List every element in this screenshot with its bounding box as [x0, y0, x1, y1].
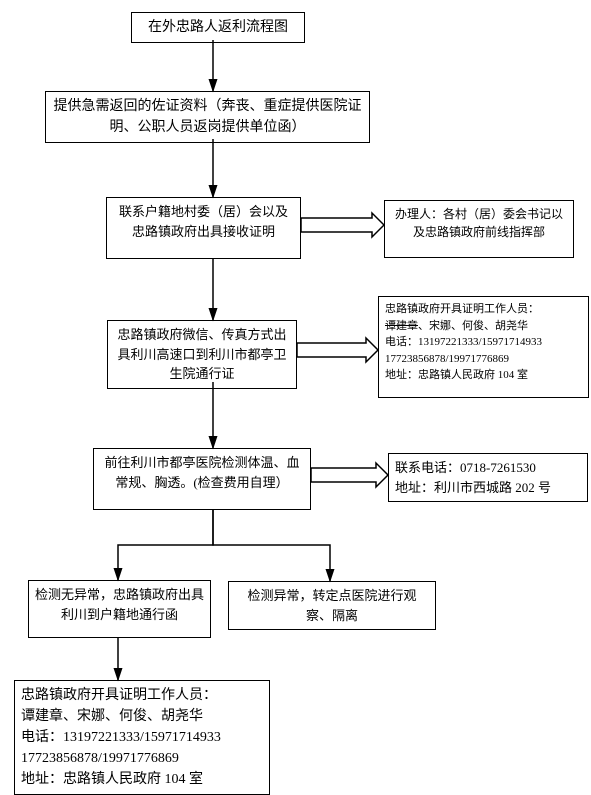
node-normal-result: 检测无异常，忠路镇政府出具利川到户籍地通行函 [28, 580, 211, 638]
node-normal-result-text: 检测无异常，忠路镇政府出具利川到户籍地通行函 [35, 587, 204, 622]
s2-line1: 忠路镇政府开具证明工作人员： [385, 301, 582, 318]
s4-line1: 忠路镇政府开具证明工作人员： [21, 685, 263, 706]
side-handler-text: 办理人：各村（居）委会书记以及忠路镇政府前线指挥部 [395, 207, 563, 239]
node-hospital-check-text: 前往利川市都亭医院检测体温、血常规、胸透。(检查费用自理） [104, 455, 299, 490]
s3-line1: 联系电话：0718-7261530 [395, 458, 581, 478]
node-contact-village-text: 联系户籍地村委（居）会以及忠路镇政府出具接收证明 [119, 204, 288, 239]
node-provide-docs: 提供急需返回的佐证资料（奔丧、重症提供医院证明、公职人员返岗提供单位函） [45, 91, 370, 143]
s4-line3: 电话：13197221333/15971714933 [21, 727, 263, 748]
node-issue-pass: 忠路镇政府微信、传真方式出具利川高速口到利川市都亭卫生院通行证 [107, 320, 297, 389]
s2-line2: 谭建章、宋娜、何俊、胡尧华 [385, 318, 582, 335]
s2-line5: 地址：忠路镇人民政府 104 室 [385, 367, 582, 384]
side-staff-1: 忠路镇政府开具证明工作人员： 谭建章、宋娜、何俊、胡尧华 电话：13197221… [378, 296, 589, 398]
node-abnormal-result: 检测异常，转定点医院进行观察、隔离 [228, 581, 436, 630]
s4-line4: 17723856878/19971776869 [21, 748, 263, 769]
node-title-text: 在外忠路人返利流程图 [148, 20, 288, 35]
node-title: 在外忠路人返利流程图 [131, 12, 305, 43]
side-staff-2: 忠路镇政府开具证明工作人员： 谭建章、宋娜、何俊、胡尧华 电话：13197221… [14, 680, 270, 795]
node-contact-village: 联系户籍地村委（居）会以及忠路镇政府出具接收证明 [106, 197, 301, 259]
s2-line3: 电话：13197221333/15971714933 [385, 334, 582, 351]
s3-line2: 地址：利川市西城路 202 号 [395, 478, 581, 498]
node-issue-pass-text: 忠路镇政府微信、传真方式出具利川高速口到利川市都亭卫生院通行证 [117, 327, 286, 381]
node-provide-docs-text: 提供急需返回的佐证资料（奔丧、重症提供医院证明、公职人员返岗提供单位函） [54, 99, 362, 135]
s2-line4: 17723856878/19971776869 [385, 351, 582, 368]
side-contact: 联系电话：0718-7261530 地址：利川市西城路 202 号 [388, 453, 588, 502]
s4-line5: 地址：忠路镇人民政府 104 室 [21, 769, 263, 790]
node-hospital-check: 前往利川市都亭医院检测体温、血常规、胸透。(检查费用自理） [93, 448, 311, 510]
node-abnormal-result-text: 检测异常，转定点医院进行观察、隔离 [247, 588, 416, 623]
s4-line2: 谭建章、宋娜、何俊、胡尧华 [21, 706, 263, 727]
side-handler: 办理人：各村（居）委会书记以及忠路镇政府前线指挥部 [384, 200, 574, 258]
